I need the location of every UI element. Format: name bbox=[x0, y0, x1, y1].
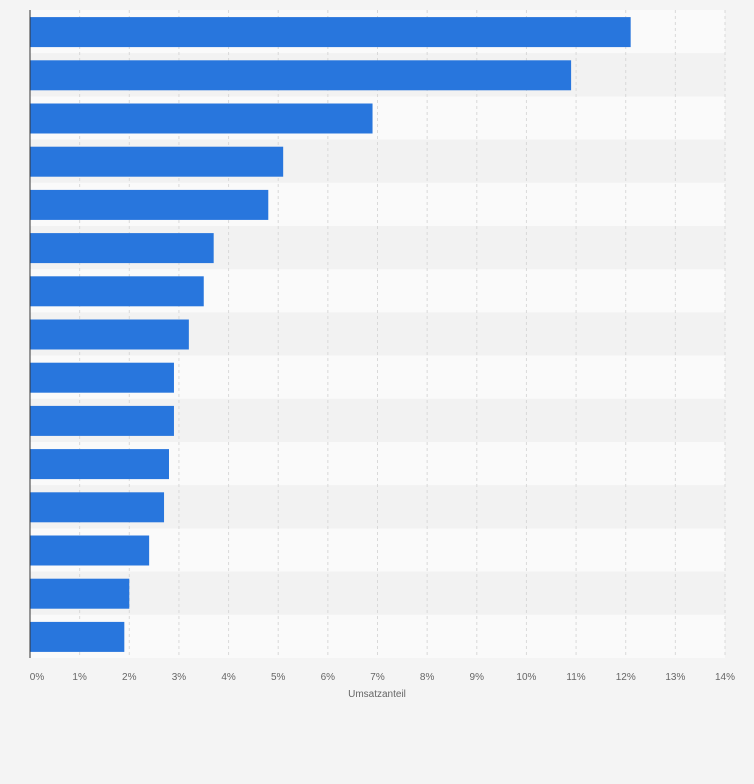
x-tick-label: 1% bbox=[72, 672, 87, 683]
x-tick-label: 11% bbox=[566, 672, 585, 683]
x-tick-labels: 0% 1% 2% 3% 4% 5% 6% 7% 8% 9% 10% 11% 12% 13% 14% bbox=[30, 672, 735, 683]
x-axis-label: Umsatzanteil bbox=[348, 689, 406, 700]
x-tick-label: 7% bbox=[370, 672, 385, 683]
x-tick-label: 4% bbox=[221, 672, 236, 683]
bar bbox=[30, 103, 373, 134]
x-tick-label: 6% bbox=[321, 672, 336, 683]
bar bbox=[30, 60, 572, 91]
x-tick-label: 8% bbox=[420, 672, 435, 683]
x-tick-label: 0% bbox=[30, 672, 45, 683]
x-tick-label: 9% bbox=[470, 672, 485, 683]
bar bbox=[30, 276, 204, 307]
bar bbox=[30, 189, 269, 220]
x-tick-label: 10% bbox=[516, 672, 536, 683]
bar bbox=[30, 17, 631, 48]
x-tick-label: 12% bbox=[616, 672, 636, 683]
bar bbox=[30, 535, 150, 566]
x-tick-label: 13% bbox=[665, 672, 685, 683]
bar bbox=[30, 492, 165, 523]
bar bbox=[30, 319, 189, 350]
bar bbox=[30, 233, 214, 264]
bar bbox=[30, 578, 130, 609]
x-tick-label: 5% bbox=[271, 672, 286, 683]
x-tick-label: 2% bbox=[122, 672, 137, 683]
bar bbox=[30, 362, 174, 393]
bars bbox=[30, 17, 631, 652]
x-tick-label: 3% bbox=[172, 672, 187, 683]
bar bbox=[30, 146, 284, 177]
x-tick-label: 14% bbox=[715, 672, 735, 683]
bar bbox=[30, 405, 174, 436]
bar bbox=[30, 449, 169, 480]
bar bbox=[30, 621, 125, 652]
